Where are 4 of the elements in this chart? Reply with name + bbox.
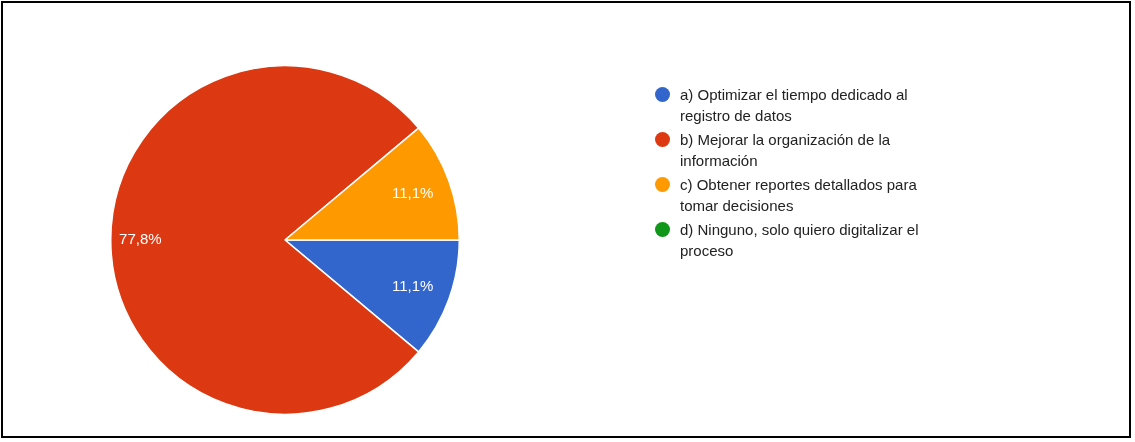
data-label: 11,1% bbox=[392, 183, 434, 201]
data-label: 77,8% bbox=[119, 230, 162, 248]
legend-label: d) Ninguno, solo quiero digitalizar el proceso bbox=[680, 220, 920, 261]
data-label: 11,1% bbox=[392, 276, 434, 294]
